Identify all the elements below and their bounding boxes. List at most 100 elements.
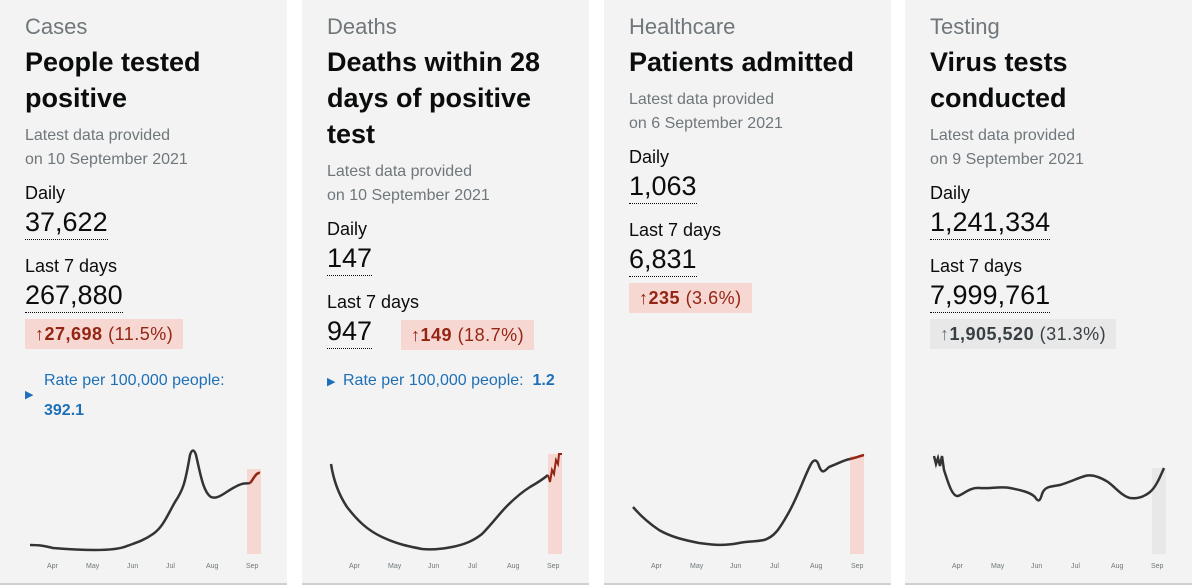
tests-sparkline: Apr May Jun Jul Aug Sep: [932, 453, 1166, 570]
trend-line: [932, 453, 1166, 502]
arrow-up-icon: ↑: [411, 325, 421, 345]
tick-label: May: [86, 563, 100, 570]
change-badge: ↑27,698 (11.5%): [25, 319, 184, 349]
last-7-days-value[interactable]: 6,831: [629, 243, 697, 277]
daily-label: Daily: [25, 183, 66, 203]
tick-label: May: [690, 563, 704, 570]
tick-label: Apr: [349, 563, 361, 570]
recent-period-highlight: [1152, 468, 1166, 554]
tick-label: Aug: [206, 563, 219, 570]
arrow-up-icon: ↑: [639, 288, 649, 308]
rate-toggle[interactable]: ▶ Rate per 100,000 people: 1.2: [327, 372, 555, 390]
last-7-days-value[interactable]: 267,880: [25, 279, 123, 313]
daily-value[interactable]: 147: [327, 242, 373, 276]
daily-label: Daily: [629, 147, 670, 167]
tick-label: Jun: [730, 563, 741, 570]
daily-value[interactable]: 1,241,334: [930, 206, 1051, 240]
trend-line: [632, 457, 851, 547]
card-testing: Testing Virus tests conducted Latest dat…: [905, 0, 1192, 585]
recent-period-highlight: [850, 456, 864, 554]
last-7-days-value[interactable]: 7,999,761: [930, 279, 1051, 313]
tick-label: Aug: [810, 563, 823, 570]
tick-label: Sep: [851, 563, 864, 570]
card-cases: Cases People tested positive Latest data…: [0, 0, 287, 585]
last-7-days-label: Last 7 days: [930, 256, 1023, 276]
latest-data-label: Latest data provided: [25, 127, 170, 144]
tick-label: Sep: [1151, 563, 1164, 570]
card-category: Deaths: [327, 14, 397, 39]
rate-value: 392.1: [44, 402, 85, 419]
arrow-up-icon: ↑: [940, 324, 950, 344]
trend-line: [29, 449, 251, 552]
card-title[interactable]: Patients admitted: [629, 47, 855, 77]
card-category: Healthcare: [629, 14, 736, 39]
deaths-sparkline: Apr May Jun Jul Aug Sep: [329, 453, 562, 570]
daily-label: Daily: [930, 183, 971, 203]
latest-data-label: Latest data provided: [629, 91, 774, 108]
latest-data-label: Latest data provided: [327, 163, 472, 180]
tick-label: Sep: [547, 563, 560, 570]
trend-line: [329, 463, 549, 551]
triangle-right-icon: ▶: [25, 389, 34, 401]
tick-label: Jul: [770, 563, 779, 570]
change-value: 27,698: [44, 324, 103, 344]
card-title[interactable]: People tested positive: [25, 47, 201, 113]
latest-data-label: Latest data provided: [930, 127, 1075, 144]
card-healthcare: Healthcare Patients admitted Latest data…: [604, 0, 891, 585]
daily-value[interactable]: 37,622: [25, 206, 108, 240]
latest-data-date: on 10 September 2021: [327, 187, 490, 204]
tick-label: Apr: [651, 563, 663, 570]
tick-label: Jun: [1031, 563, 1042, 570]
triangle-right-icon: ▶: [327, 376, 336, 388]
admissions-sparkline: Apr May Jun Jul Aug Sep: [632, 453, 865, 570]
tick-label: Apr: [952, 563, 964, 570]
rate-label: Rate per 100,000 people:: [44, 372, 225, 389]
tick-label: Jul: [468, 563, 477, 570]
change-badge: ↑149 (18.7%): [401, 320, 535, 350]
tick-label: Aug: [1111, 563, 1124, 570]
last-7-days-label: Last 7 days: [629, 220, 722, 240]
change-badge: ↑235 (3.6%): [629, 283, 752, 313]
card-category: Cases: [25, 14, 88, 39]
change-percent: (3.6%): [685, 288, 742, 308]
tick-label: Aug: [507, 563, 520, 570]
rate-value: 1.2: [532, 372, 555, 389]
tick-label: Jul: [166, 563, 175, 570]
rate-toggle[interactable]: Rate per 100,000 people: ▶ 392.1: [25, 372, 225, 420]
card-category: Testing: [930, 14, 1000, 39]
last-7-days-label: Last 7 days: [327, 292, 420, 312]
latest-data-date: on 10 September 2021: [25, 151, 188, 168]
change-percent: (18.7%): [457, 325, 525, 345]
tick-label: Jun: [428, 563, 439, 570]
change-percent: (31.3%): [1039, 324, 1107, 344]
last-7-days-value[interactable]: 947: [327, 315, 373, 349]
latest-data-date: on 9 September 2021: [930, 151, 1084, 168]
last-7-days-label: Last 7 days: [25, 256, 118, 276]
tick-label: May: [388, 563, 402, 570]
tick-label: Sep: [246, 563, 259, 570]
rate-value-row: 392.1: [25, 390, 225, 420]
rate-label-row: Rate per 100,000 people:: [25, 372, 225, 390]
change-percent: (11.5%): [108, 324, 174, 344]
card-deaths: Deaths Deaths within 28 days of positive…: [302, 0, 589, 585]
recent-trend-line: [849, 453, 865, 461]
card-title[interactable]: Deaths within 28 days of positive test: [327, 47, 541, 149]
latest-data-date: on 6 September 2021: [629, 115, 783, 132]
tick-label: Apr: [47, 563, 59, 570]
tick-label: May: [991, 563, 1005, 570]
cases-sparkline: Apr May Jun Jul Aug Sep: [29, 449, 261, 570]
change-value: 149: [420, 325, 453, 345]
tick-label: Jul: [1071, 563, 1080, 570]
arrow-up-icon: ↑: [35, 324, 45, 344]
change-badge: ↑1,905,520 (31.3%): [930, 319, 1117, 349]
recent-period-highlight: [247, 469, 261, 554]
change-value: 1,905,520: [949, 324, 1035, 344]
daily-label: Daily: [327, 219, 368, 239]
daily-value[interactable]: 1,063: [629, 170, 697, 204]
change-value: 235: [648, 288, 681, 308]
rate-label: Rate per 100,000 people:: [343, 372, 524, 389]
card-title[interactable]: Virus tests conducted: [930, 47, 1068, 113]
recent-trend-line: [249, 471, 261, 484]
tick-label: Jun: [127, 563, 138, 570]
